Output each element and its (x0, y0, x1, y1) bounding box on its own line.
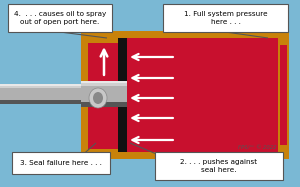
Bar (0, 84, 81, 88)
Bar (118, 38, 278, 152)
Bar (111, 31, 285, 159)
Ellipse shape (93, 92, 103, 104)
FancyBboxPatch shape (155, 152, 283, 180)
Bar (81, 152, 125, 159)
Bar (81, 102, 127, 107)
FancyBboxPatch shape (163, 4, 288, 32)
Bar (0, 100, 81, 104)
Bar (81, 81, 127, 86)
Ellipse shape (89, 88, 107, 108)
FancyBboxPatch shape (8, 4, 112, 32)
Text: 3. Seal failure here . . .: 3. Seal failure here . . . (20, 160, 102, 166)
Bar (118, 38, 127, 152)
Bar (0, 84, 81, 86)
Text: 4.  . . . causes oil to spray
out of open port here.: 4. . . . causes oil to spray out of open… (14, 11, 106, 25)
Bar (81, 81, 127, 107)
Bar (81, 36, 127, 156)
Bar (0, 84, 81, 104)
Bar (88, 43, 120, 149)
Bar (81, 81, 127, 83)
Bar (278, 31, 289, 159)
Text: 1. Full system pressure
here . . .: 1. Full system pressure here . . . (184, 11, 267, 25)
FancyBboxPatch shape (12, 152, 110, 174)
Text: 2. . . . pushes against
seal here.: 2. . . . pushes against seal here. (180, 159, 258, 173)
Bar (280, 45, 287, 145)
Text: FPS/™ © 2022: FPS/™ © 2022 (238, 145, 276, 150)
Bar (81, 31, 125, 38)
